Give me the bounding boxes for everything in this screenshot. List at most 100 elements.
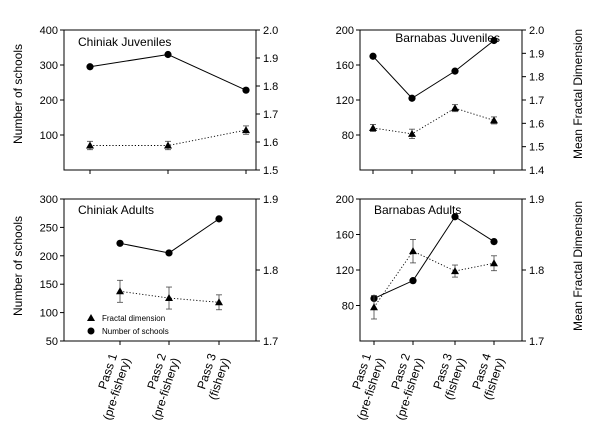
data-point-triangle <box>451 267 459 275</box>
panel-barnabas-adults: Barnabas Adults 80 120 160 200 1.7 1.8 1.9 <box>336 194 545 348</box>
left-tick-label: 250 <box>40 222 58 234</box>
data-point-triangle <box>165 294 173 302</box>
data-point-triangle <box>370 303 378 311</box>
barnabas-x-label-1: Pass 1(pre-fishery) <box>341 351 388 421</box>
data-point-triangle <box>116 287 124 295</box>
barnabas-x-label-4: Pass 4(fishery) <box>467 351 507 401</box>
series-fractal-dimension <box>116 279 223 311</box>
x-tick-labels: Pass 1(pre-fishery) Pass 2(pre-fishery) Pa… <box>87 351 507 421</box>
legend-circle-marker <box>87 327 95 335</box>
right-axis-title-bottom: Mean Fractal Dimension <box>571 201 585 331</box>
data-point-circle <box>369 52 377 60</box>
right-tick-label: 1.5 <box>529 142 544 154</box>
plot-frame <box>63 29 257 171</box>
left-axis-title-top: Number of schools <box>11 44 25 144</box>
right-tick-label: 1.9 <box>263 194 278 206</box>
data-point-circle <box>86 63 94 71</box>
chiniak-x-label-1: Pass 1(pre-fishery) <box>87 351 134 421</box>
right-tick-label: 1.6 <box>263 137 278 149</box>
data-point-triangle <box>490 116 498 124</box>
right-tick-label: 1.9 <box>529 194 544 206</box>
right-tick-label: 2.0 <box>529 25 544 37</box>
left-tick-label: 160 <box>336 230 354 242</box>
right-tick-label: 1.7 <box>529 95 544 107</box>
panel-chiniak-juveniles: Chiniak Juveniles 100 200 300 400 1.5 1.6 1.7 1.… <box>40 25 279 177</box>
legend-label-number-of-schools: Number of schools <box>102 327 169 336</box>
data-point-triangle <box>409 247 417 255</box>
right-tick-label: 1.8 <box>529 265 544 277</box>
right-axis-title-top: Mean Fractal Dimension <box>571 29 585 159</box>
left-tick-label: 100 <box>40 130 58 142</box>
data-point-circle <box>490 238 498 246</box>
right-tick-label: 1.6 <box>529 118 544 130</box>
left-tick-label: 160 <box>336 60 354 72</box>
data-point-circle <box>242 86 250 94</box>
data-point-circle <box>408 94 416 102</box>
plot-frame <box>359 198 523 342</box>
panel-title: Barnabas Juveniles <box>395 31 500 45</box>
panel-title: Barnabas Adults <box>374 203 461 217</box>
series-line <box>372 107 495 135</box>
series-number-of-schools <box>116 215 223 257</box>
data-point-circle <box>451 213 459 221</box>
left-tick-label: 200 <box>336 194 354 206</box>
data-point-triangle <box>86 141 94 149</box>
series-line <box>119 290 220 303</box>
left-tick-label: 120 <box>336 95 354 107</box>
series-fractal-dimension <box>370 239 498 320</box>
right-tick-label: 1.5 <box>263 165 278 177</box>
data-point-circle <box>164 50 172 59</box>
series-line <box>89 53 247 91</box>
chiniak-x-label-2: Pass 2(pre-fishery) <box>136 351 183 421</box>
data-point-triangle <box>369 124 377 131</box>
data-point-circle <box>409 277 417 285</box>
right-tick-label: 1.9 <box>263 53 278 65</box>
legend-triangle-marker <box>87 314 95 321</box>
data-point-circle <box>116 239 124 247</box>
right-tick-label: 1.8 <box>263 81 278 93</box>
series-number-of-schools <box>86 50 250 94</box>
panels: Chiniak Juveniles 100 200 300 400 1.5 1.6 1.7 1.… <box>40 25 545 348</box>
left-tick-label: 300 <box>40 60 58 72</box>
data-point-triangle <box>451 104 459 112</box>
data-point-circle <box>165 249 173 257</box>
series-line <box>372 40 495 99</box>
legend-label-fractal-dimension: Fractal dimension <box>102 314 165 323</box>
left-tick-label: 80 <box>342 130 354 142</box>
series-number-of-schools <box>370 213 498 302</box>
data-point-triangle <box>408 129 416 137</box>
data-point-triangle <box>490 259 498 267</box>
panel-title: Chiniak Adults <box>78 203 154 217</box>
left-tick-label: 150 <box>40 279 58 291</box>
series-fractal-dimension <box>369 104 498 139</box>
left-tick-label: 200 <box>336 25 354 37</box>
left-tick-label: 300 <box>40 194 58 206</box>
data-point-circle <box>215 215 223 223</box>
series-fractal-dimension <box>86 125 250 151</box>
right-tick-label: 1.8 <box>529 72 544 84</box>
legend: Fractal dimension Number of schools <box>87 314 169 336</box>
left-tick-label: 50 <box>46 336 58 348</box>
series-line <box>373 250 495 308</box>
data-point-triangle <box>242 126 250 134</box>
left-tick-label: 100 <box>40 308 58 320</box>
right-tick-label: 1.7 <box>263 109 278 121</box>
left-tick-label: 200 <box>40 251 58 263</box>
left-axis-title-bottom: Number of schools <box>11 216 25 316</box>
data-point-triangle <box>215 298 223 306</box>
right-tick-label: 1.9 <box>529 48 544 60</box>
data-point-circle <box>451 67 459 75</box>
data-point-circle <box>490 36 498 45</box>
series-number-of-schools <box>369 36 498 102</box>
left-tick-label: 200 <box>40 95 58 107</box>
right-tick-label: 1.8 <box>263 265 278 277</box>
left-tick-label: 80 <box>342 301 354 313</box>
right-tick-label: 1.7 <box>529 336 544 348</box>
plot-frame <box>359 29 523 171</box>
panel-barnabas-juveniles: Barnabas Juveniles 80 120 160 200 1.4 1.5 1.6 1.… <box>336 25 545 177</box>
right-tick-label: 1.4 <box>529 165 544 177</box>
barnabas-x-label-3: Pass 3(fishery) <box>428 351 468 401</box>
left-tick-label: 120 <box>336 265 354 277</box>
series-line <box>373 216 495 299</box>
